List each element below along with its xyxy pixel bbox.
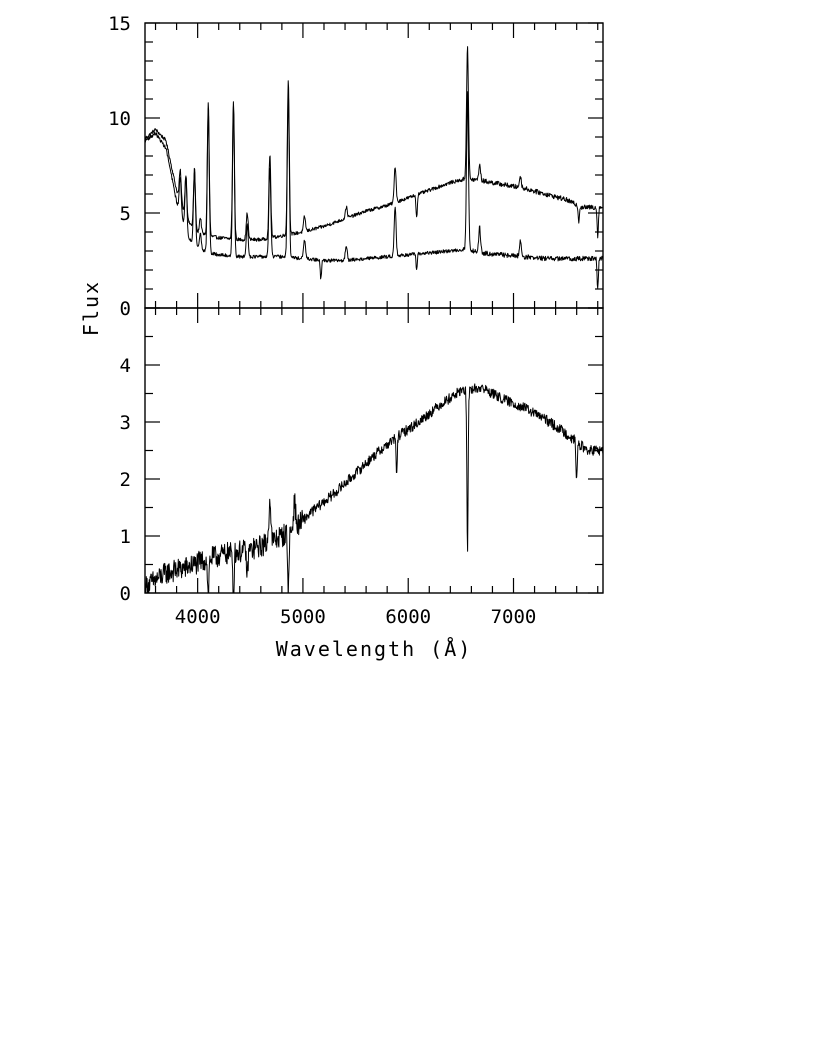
x-tick-label: 6000 <box>385 606 431 628</box>
y-tick-label: 1 <box>120 526 131 548</box>
y-tick-label: 4 <box>120 355 131 377</box>
y-tick-label: 2 <box>120 469 131 491</box>
x-tick-label: 4000 <box>175 606 221 628</box>
y-tick-label: 5 <box>120 203 131 225</box>
bottom-spectrum-series-1 <box>145 383 603 593</box>
y-tick-label: 3 <box>120 412 131 434</box>
top-panel-series <box>145 46 603 289</box>
bottom-panel-tick-labels: 4000 5000 6000 7000 0 1 2 3 4 <box>120 355 537 628</box>
y-axis-label: Flux <box>79 280 103 336</box>
top-spectrum-series-2 <box>145 89 603 289</box>
top-panel: 0 5 10 15 <box>108 13 604 320</box>
top-panel-tick-labels: 0 5 10 15 <box>108 13 131 320</box>
top-spectrum-series-1 <box>145 46 603 242</box>
y-tick-label: 10 <box>108 108 131 130</box>
bottom-panel-ticks <box>145 307 603 594</box>
x-tick-label: 5000 <box>280 606 326 628</box>
y-tick-label: 0 <box>120 583 131 605</box>
y-tick-label: 0 <box>120 298 131 320</box>
top-panel-ticks <box>145 22 603 309</box>
y-tick-label: 15 <box>108 13 131 35</box>
x-tick-label: 7000 <box>491 606 537 628</box>
top-panel-frame <box>144 22 604 309</box>
x-axis-label: Wavelength (Å) <box>276 637 473 661</box>
bottom-panel-series <box>145 383 603 593</box>
bottom-panel: 4000 5000 6000 7000 0 1 2 3 4 <box>120 307 604 628</box>
